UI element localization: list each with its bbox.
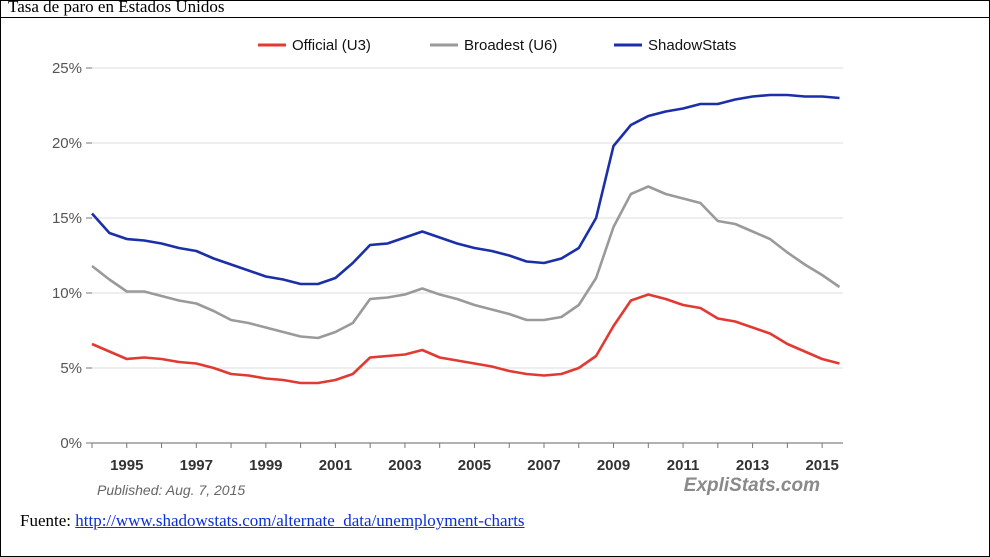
series-line-u3 <box>91 293 840 385</box>
xtick-label: 2013 <box>736 457 769 474</box>
unemployment-chart: 0% 5% 10% 15% 20% 25% 1995 1997 1999 2001 2003 2005… <box>52 37 843 498</box>
xtick-label: 1997 <box>180 457 213 474</box>
legend-label-u6: Broadest (U6) <box>464 37 557 54</box>
legend-label-shadow: ShadowStats <box>648 37 736 54</box>
xtick-label: 2009 <box>597 457 630 474</box>
legend-label-u3: Official (U3) <box>292 37 371 54</box>
figure-caption: Tasa de paro en Estados Unidos <box>8 0 225 16</box>
source-line: Fuente: http://www.shadowstats.com/alter… <box>20 511 525 531</box>
xtick-label: 2001 <box>319 457 352 474</box>
xtick-label: 1999 <box>249 457 282 474</box>
series-line-shadow <box>91 93 840 286</box>
xtick-label: 2015 <box>805 457 838 474</box>
series-line-u6 <box>91 185 841 340</box>
xtick-label: 2007 <box>527 457 560 474</box>
ytick-label: 25% <box>52 60 82 77</box>
source-link[interactable]: http://www.shadowstats.com/alternate_dat… <box>75 511 525 530</box>
ytick-label: 15% <box>52 210 82 227</box>
source-prefix: Fuente: <box>20 511 76 530</box>
series-lines <box>91 93 841 385</box>
xtick-label: 1995 <box>110 457 143 474</box>
xtick-label: 2003 <box>388 457 421 474</box>
axes: 0% 5% 10% 15% 20% 25% 1995 1997 1999 2001 2003 2005… <box>52 60 843 474</box>
ytick-label: 0% <box>60 435 82 452</box>
ytick-label: 10% <box>52 285 82 302</box>
xtick-label: 2011 <box>667 457 700 474</box>
published-date: Published: Aug. 7, 2015 <box>97 482 245 498</box>
ytick-label: 20% <box>52 135 82 152</box>
caption-divider <box>0 17 990 18</box>
grid-lines <box>92 67 843 369</box>
xtick-label: 2005 <box>458 457 491 474</box>
explistats-brand: ExpliStats.com <box>684 475 820 496</box>
ytick-label: 5% <box>60 360 82 377</box>
legend: Official (U3) Broadest (U6) ShadowStats <box>258 37 736 54</box>
